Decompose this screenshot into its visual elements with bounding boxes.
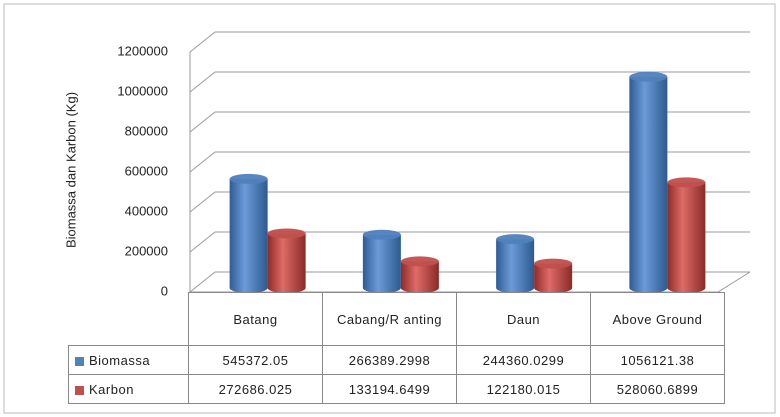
table-value: 1056121.38 <box>590 345 725 375</box>
y-tick-label: 200000 <box>125 243 168 258</box>
bar-top <box>667 177 706 188</box>
bar-top <box>267 228 306 239</box>
table-row: Biomassa 545372.05 266389.2998 244360.0299 1… <box>68 345 725 375</box>
y-tick-label: 0 <box>161 283 168 298</box>
legend-label: Karbon <box>89 381 134 397</box>
table-value: 122180.015 <box>456 374 591 404</box>
table-row: Karbon 272686.025 133194.6499 122180.015 528… <box>68 374 725 404</box>
bar <box>629 76 668 288</box>
grid-line <box>189 31 750 53</box>
bar-top <box>400 256 439 267</box>
legend-cell: Karbon <box>68 374 189 404</box>
category-label: Above Ground <box>590 292 725 346</box>
table-value: 272686.025 <box>188 374 323 404</box>
y-tick-label: 1000000 <box>117 83 168 98</box>
bar-top <box>534 258 573 269</box>
table-value: 133194.6499 <box>322 374 457 404</box>
grid-line <box>189 231 750 253</box>
table-corner <box>68 292 189 346</box>
legend-swatch <box>75 356 84 366</box>
grid-line <box>189 151 750 173</box>
legend-label: Biomassa <box>89 352 151 368</box>
y-tick-label: 1200000 <box>117 43 168 58</box>
bar-top <box>362 229 401 240</box>
grid-line <box>189 71 750 93</box>
legend-cell: Biomassa <box>68 345 189 375</box>
category-label: Batang <box>188 292 323 346</box>
chart-border <box>3 3 776 414</box>
y-tick-label: 600000 <box>125 163 168 178</box>
legend-swatch <box>75 385 84 395</box>
table-value: 244360.0299 <box>456 345 591 375</box>
table-value: 266389.2998 <box>322 345 457 375</box>
bar <box>267 233 306 288</box>
bar-top <box>629 71 668 82</box>
bar <box>362 234 401 288</box>
bar <box>667 182 706 288</box>
bar-top <box>229 173 268 184</box>
data-table: Batang Cabang/R anting Daun Above Ground Bio… <box>68 292 725 404</box>
grid-line <box>189 191 750 213</box>
y-axis-label: Biomassa dan Karbon (Kg) <box>63 92 78 248</box>
table-header-row: Batang Cabang/R anting Daun Above Ground <box>68 292 725 346</box>
bar <box>229 178 268 288</box>
table-value: 528060.6899 <box>590 374 725 404</box>
category-label: Daun <box>456 292 591 346</box>
bar <box>496 239 535 288</box>
bar-top <box>496 234 535 245</box>
grid-line <box>189 111 750 133</box>
table-value: 545372.05 <box>188 345 323 375</box>
y-tick-label: 800000 <box>125 123 168 138</box>
category-label: Cabang/R anting <box>322 292 457 346</box>
y-tick-label: 400000 <box>125 203 168 218</box>
